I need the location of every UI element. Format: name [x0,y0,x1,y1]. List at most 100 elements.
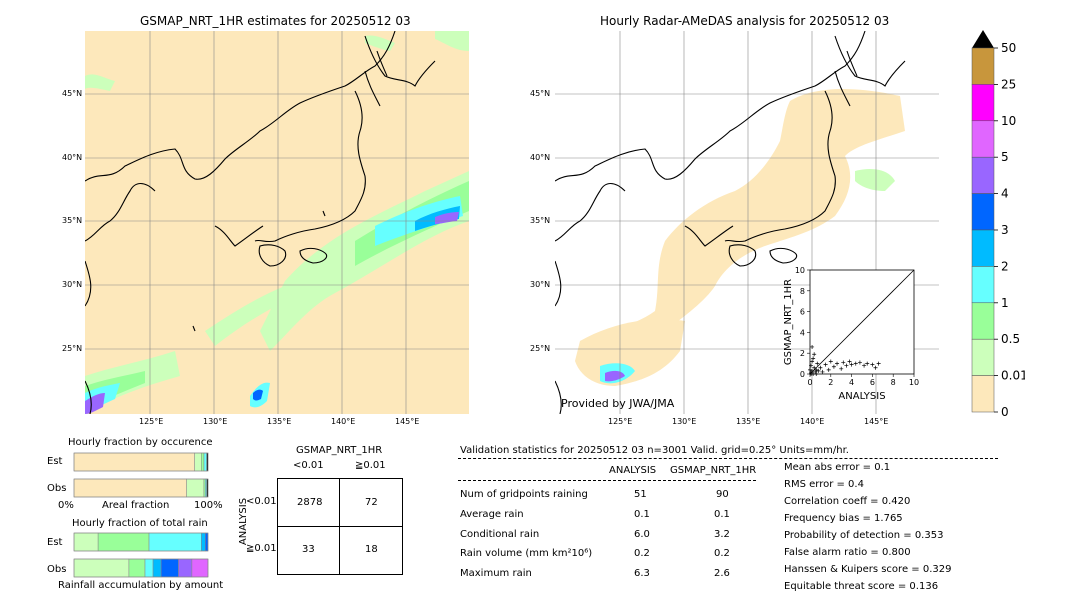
stacked-bar-segment [203,452,207,472]
score-line: Equitable threat score = 0.136 [784,581,939,592]
score-line: Hanssen & Kuipers score = 0.329 [784,564,952,575]
colorbar-label: 2 [1001,259,1009,273]
validation-row-gsmap: 90 [716,489,729,500]
contingency-col-header: <0.01 [293,460,324,471]
right-lon-tick: 135°E [736,417,761,426]
scatter-y-tick: 8 [800,287,805,296]
scatter-identity-line [809,269,915,375]
score-line: Probability of detection = 0.353 [784,530,944,541]
stacked-bar-segment [128,558,146,578]
scatter-point [813,369,818,374]
scatter-point [865,361,870,366]
colorbar-label: 4 [1001,187,1009,201]
right-lon-tick: 130°E [672,417,697,426]
colorbar-segment [971,375,995,413]
validation-row-gsmap: 2.6 [714,568,730,579]
validation-row-label: Average rain [460,509,524,520]
total-rain-obs-label: Obs [47,564,67,575]
scatter-point [810,344,815,349]
scatter-point [814,372,819,376]
scatter-x-tick: 10 [909,378,919,387]
scatter-point [876,361,881,366]
left-lon-tick: 130°E [203,417,228,426]
right-coastlines [555,31,906,414]
stacked-bar-segment [186,478,205,498]
left-map-title: GSMAP_NRT_1HR estimates for 20250512 03 [140,14,411,28]
right-map-title: Hourly Radar-AMeDAS analysis for 2025051… [600,14,890,28]
right-map [555,31,939,414]
colorbar-segment [971,302,995,340]
colorbar-segment [971,193,995,231]
colorbar-label: 25 [1001,77,1016,91]
validation-row-analysis: 0.1 [634,509,650,520]
scatter-point [810,368,815,373]
scatter-point [831,364,836,369]
validation-row-label: Conditional rain [460,529,540,540]
right-gridlines [555,31,939,414]
stacked-bar-segment [73,558,130,578]
scatter-x-tick: 0 [807,378,812,387]
total-rain-bars [73,532,209,578]
left-coastlines [85,31,436,414]
scatter-point [812,352,817,357]
contingency-col-header: ≧0.01 [355,460,386,471]
total-rain-x-label: Rainfall accumulation by amount [58,580,224,591]
stacked-bar-segment [194,452,202,472]
stacked-bar-segment [73,452,195,472]
scatter-point [823,362,828,367]
left-lat-tick: 35°N [62,216,83,225]
scatter-point [847,359,852,364]
contingency-cell: 33 [302,544,315,555]
colorbar-segment [971,266,995,304]
colorbar-label: 1 [1001,296,1009,310]
scatter-point [809,363,814,368]
scatter-point [820,369,825,374]
validation-header-rule [458,458,998,459]
scatter-point [862,363,867,368]
right-lon-tick: 140°E [800,417,825,426]
scatter-y-tick: 10 [795,266,805,275]
scatter-point [828,359,833,364]
score-line: Correlation coeff = 0.420 [784,496,911,507]
validation-row-analysis: 6.0 [634,529,650,540]
occurrence-x-label: Areal fraction [102,500,170,511]
scatter-point [809,372,814,376]
validation-row-analysis: 6.3 [634,568,650,579]
right-lat-tick: 35°N [530,216,551,225]
occurrence-obs-label: Obs [47,483,67,494]
scatter-y-tick: 0 [800,370,805,379]
scatter-point [810,359,815,364]
scatter-point [857,360,862,365]
right-lon-tick: 145°E [864,417,889,426]
colorbar-extend-arrow [972,30,994,48]
stacked-bar-segment [201,452,205,472]
colorbar-label: 0 [1001,405,1009,419]
stacked-bar-segment [201,532,206,552]
scatter-point [816,368,821,373]
contingency-table: 2878 72 33 18 [277,478,403,575]
scatter-x-tick: 4 [849,378,854,387]
score-line: Frequency bias = 1.765 [784,513,903,524]
colorbar-label: 0.01 [1001,369,1025,383]
total-rain-title: Hourly fraction of total rain [72,518,208,529]
validation-row-gsmap: 0.2 [714,548,730,559]
scatter-x-tick: 2 [828,378,833,387]
contingency-cell: 2878 [297,497,323,508]
colorbar-segment [971,84,995,122]
stacked-bar-segment [73,532,99,552]
colorbar-segment [971,47,995,85]
occurrence-bars [73,452,209,498]
left-lon-tick: 135°E [267,417,292,426]
contingency-cell: 18 [365,544,378,555]
occurrence-x-max: 100% [194,500,223,511]
scatter-x-tick: 8 [891,378,896,387]
validation-row-label: Num of gridpoints raining [460,489,588,500]
scatter-y-tick: 4 [800,328,805,337]
validation-row-label: Maximum rain [460,568,532,579]
left-map [85,31,469,414]
score-line: False alarm ratio = 0.800 [784,547,911,558]
left-lat-tick: 30°N [62,280,83,289]
validation-col-rule [458,480,756,481]
scatter-point [853,361,858,366]
stacked-bar-outline [73,558,209,578]
